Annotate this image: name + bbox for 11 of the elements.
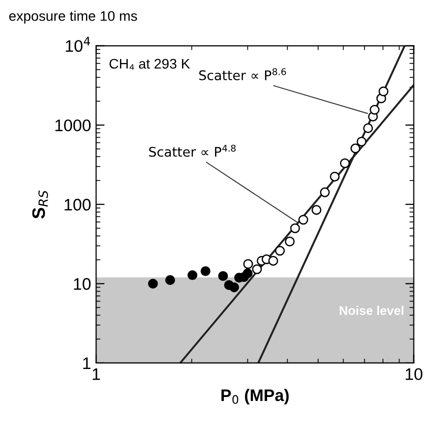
y-tick-label: 10 — [74, 278, 91, 290]
annotation: CH₄ at 293 K — [110, 58, 190, 70]
y-tick-label: 1000 — [55, 119, 91, 132]
chart-title: exposure time 10 ms — [9, 10, 138, 24]
annotation: Scatter ∝ P$^{8.6}$ — [199, 68, 286, 80]
y-tick-label: 100 — [64, 198, 91, 211]
annotation: Scatter ∝ P$^{4.8}$ — [149, 144, 236, 157]
y-axis-title: S$_{RS}$ — [32, 190, 48, 219]
x-axis-title: P$_{0}$ (MPa) — [221, 388, 289, 404]
y-tick-label: 1 — [83, 358, 90, 369]
y-tick-label: 10$^{4}$ — [66, 36, 90, 52]
